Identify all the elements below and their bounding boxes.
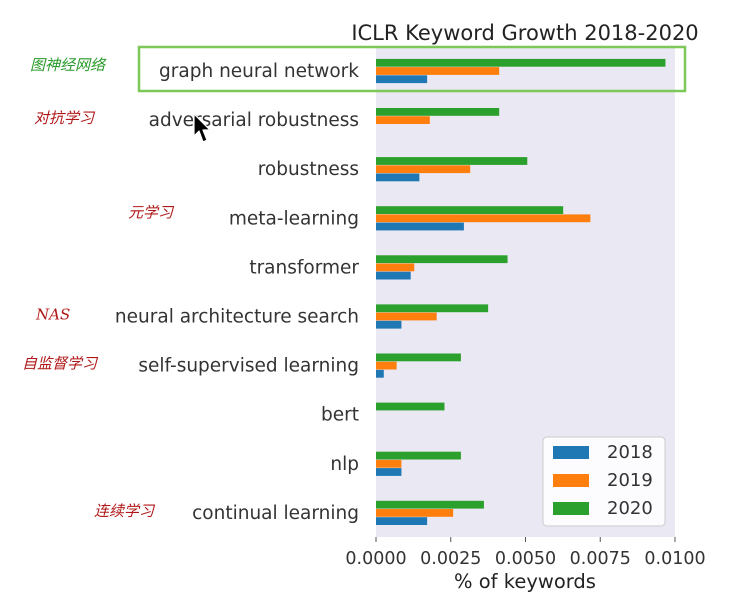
category-label: nlp [330,454,359,475]
mouse-pointer-shape [193,113,211,143]
bar-2020-0 [376,58,666,67]
annotation-note: 连续学习 [94,502,156,520]
legend-label-2019: 2019 [607,470,653,491]
bar-2019-3 [376,214,591,223]
bar-2019-0 [376,67,500,75]
bar-2019-4 [376,263,415,272]
category-labels: graph neural network adversarial robustne… [115,61,359,524]
bar-2019-1 [376,116,430,124]
bar-2020-6 [376,353,461,362]
x-tick-label: 0.0100 [644,549,705,569]
bar-2020-9 [376,500,484,509]
highlight-rectangle [137,45,687,93]
legend-label-2020: 2020 [607,498,653,519]
x-tick-label: 0.0000 [345,549,406,569]
x-tick-label: 0.0050 [495,549,556,569]
category-label: graph neural network [159,61,359,82]
bar-2018-3 [376,222,464,231]
category-label: transformer [249,257,359,278]
annotation-note: 对抗学习 [34,109,96,127]
highlight-box [137,45,687,93]
legend-swatch-2018 [553,446,589,459]
category-label: continual learning [192,503,359,524]
mouse-pointer-icon [193,113,211,143]
x-axis-label: % of keywords [454,570,596,593]
x-tick-label: 0.0025 [420,549,481,569]
legend-swatch-2020 [553,502,589,515]
bar-2018-6 [376,369,384,378]
bar-2020-5 [376,304,489,313]
bar-2020-3 [376,206,564,214]
bar-2018-9 [376,517,428,525]
annotation-note: 图神经网络 [30,56,107,74]
x-ticks: 0.0000 0.0025 0.0050 0.0075 0.0100 [345,537,706,569]
category-label: meta-learning [229,208,359,229]
bar-2020-4 [376,255,508,264]
category-label: adversarial robustness [149,110,359,131]
legend: 2018 2019 2020 [542,436,666,527]
bar-2018-4 [376,271,411,280]
bar-2019-6 [376,361,397,370]
legend-label-2018: 2018 [607,442,653,463]
bar-2018-0 [376,75,428,84]
x-tick-label: 0.0075 [570,549,631,569]
bars-group [376,58,666,525]
bar-2018-5 [376,320,402,329]
annotation-note: NAS [35,306,70,324]
chart-title: ICLR Keyword Growth 2018-2020 [351,21,698,45]
bar-2019-9 [376,509,454,517]
category-label: self-supervised learning [138,356,359,377]
bar-2019-5 [376,312,437,321]
category-label: neural architecture search [115,307,359,328]
bar-2019-8 [376,459,402,468]
bar-2020-1 [376,108,500,116]
annotation-note: 自监督学习 [22,355,99,373]
bar-2020-2 [376,157,528,165]
legend-swatch-2019 [553,474,589,487]
bar-2018-2 [376,173,420,182]
category-label: robustness [258,159,359,180]
bar-2019-2 [376,165,471,174]
bar-2020-7 [376,402,445,411]
annotation-note: 元学习 [128,203,175,221]
bar-2020-8 [376,451,461,460]
bar-2018-8 [376,468,402,476]
category-label: bert [321,405,359,426]
